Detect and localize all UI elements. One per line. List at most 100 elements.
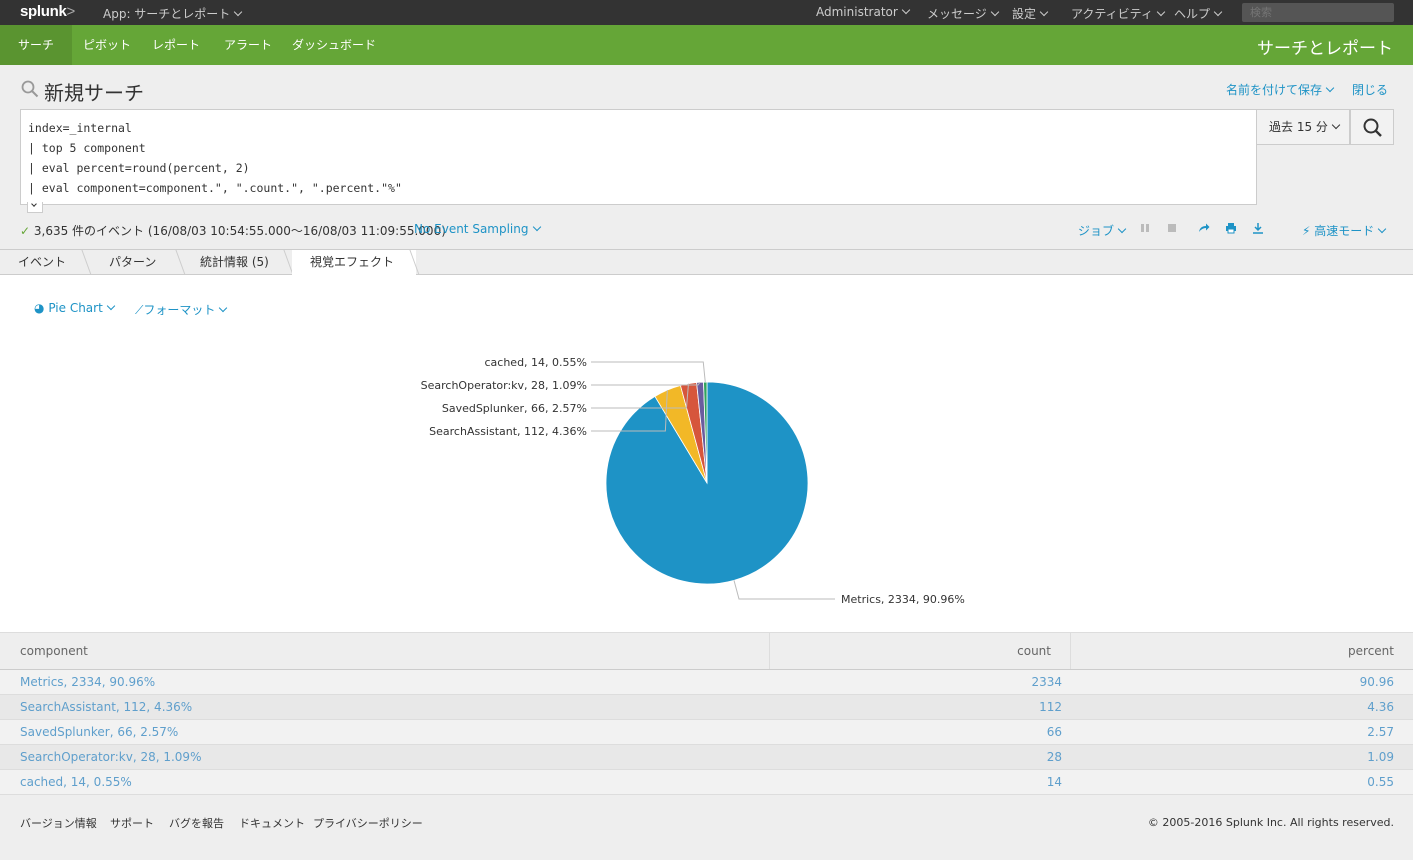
chevron-down-icon — [532, 222, 541, 232]
chart-type-menu[interactable]: ◕ Pie Chart — [34, 301, 116, 315]
page-title: 新規サーチ — [44, 81, 144, 105]
tab-statistics[interactable]: 統計情報 (5) — [200, 255, 269, 269]
pie-label: Metrics, 2334, 90.96% — [841, 593, 965, 606]
chevron-down-icon — [990, 7, 1000, 17]
cell-component[interactable]: SearchAssistant, 112, 4.36% — [20, 700, 193, 714]
tab-visualization[interactable]: 視覚エフェクト — [292, 250, 416, 276]
column-header-percent[interactable]: percent — [1348, 644, 1394, 658]
settings-menu[interactable]: 設定 — [1012, 5, 1049, 22]
export-icon[interactable] — [1252, 222, 1264, 237]
footer: バージョン情報 サポート バグを報告 ドキュメント プライバシーポリシー © 2… — [0, 795, 1413, 860]
footer-link-support[interactable]: サポート — [110, 817, 154, 830]
format-menu[interactable]: ⟋フォーマット — [135, 301, 228, 318]
pie-leader-line — [591, 390, 668, 432]
cell-count[interactable]: 112 — [1039, 700, 1062, 714]
print-icon[interactable] — [1225, 222, 1237, 237]
pie-leader-line — [733, 580, 835, 600]
chevron-down-icon — [1117, 224, 1127, 234]
cell-percent[interactable]: 90.96 — [1359, 675, 1394, 689]
cell-percent[interactable]: 2.57 — [1367, 725, 1394, 739]
splunk-logo[interactable]: splunk> — [20, 3, 76, 20]
table-header: component count percent — [0, 632, 1413, 670]
chevron-down-icon — [1378, 224, 1387, 234]
search-icon — [1363, 118, 1382, 137]
app-title: サーチとレポート — [1257, 39, 1393, 59]
stop-icon[interactable] — [1167, 222, 1177, 236]
column-divider — [769, 633, 770, 669]
nav-pivot[interactable]: ピボット — [83, 38, 132, 52]
cell-count[interactable]: 66 — [1046, 725, 1062, 739]
chevron-down-icon — [1325, 83, 1335, 93]
user-menu[interactable]: Administrator — [816, 5, 911, 19]
pie-leader-line — [591, 381, 701, 386]
pie-slice-cached[interactable] — [703, 381, 708, 484]
table-row: SearchAssistant, 112, 4.36% 112 4.36 — [0, 695, 1413, 720]
top-bar: splunk> App: サーチとレポート Administrator メッセー… — [0, 0, 1413, 25]
close-link[interactable]: 閉じる — [1352, 83, 1389, 97]
tab-patterns[interactable]: パターン — [109, 255, 157, 269]
nav-alerts[interactable]: アラート — [224, 38, 273, 52]
column-header-component[interactable]: component — [20, 644, 88, 658]
global-search-input[interactable] — [1242, 3, 1394, 22]
pie-chart-icon: ◕ — [34, 301, 45, 315]
check-icon: ✓ — [20, 224, 31, 238]
copyright: © 2005-2016 Splunk Inc. All rights reser… — [1147, 816, 1394, 829]
cell-count[interactable]: 28 — [1046, 750, 1062, 764]
event-sampling-menu[interactable]: No Event Sampling — [414, 222, 541, 236]
pie-label: SearchAssistant, 112, 4.36% — [429, 425, 587, 438]
event-count-status: ✓ 3,635 件のイベント (16/08/03 10:54:55.000〜16… — [20, 224, 446, 238]
tab-events[interactable]: イベント — [18, 255, 67, 269]
help-menu[interactable]: ヘルプ — [1174, 5, 1223, 22]
table-row: SearchOperator:kv, 28, 1.09% 28 1.09 — [0, 745, 1413, 770]
job-menu[interactable]: ジョブ — [1078, 222, 1127, 239]
search-button[interactable] — [1350, 109, 1394, 145]
column-header-count[interactable]: count — [1017, 644, 1051, 658]
nav-dashboards[interactable]: ダッシュボード — [292, 38, 377, 52]
nav-reports[interactable]: レポート — [152, 38, 201, 52]
results-table: component count percent Metrics, 2334, 9… — [0, 632, 1413, 795]
save-as-menu[interactable]: 名前を付けて保存 — [1226, 81, 1335, 98]
messages-menu[interactable]: メッセージ — [927, 5, 1000, 22]
share-icon[interactable] — [1198, 222, 1210, 237]
cell-count[interactable]: 2334 — [1031, 675, 1062, 689]
chevron-down-icon — [1156, 7, 1166, 17]
footer-link-bug[interactable]: バグを報告 — [169, 817, 224, 830]
time-range-picker[interactable]: 過去 15 分 — [1257, 109, 1350, 145]
cell-component[interactable]: SavedSplunker, 66, 2.57% — [20, 725, 179, 739]
cell-component[interactable]: Metrics, 2334, 90.96% — [20, 675, 156, 689]
app-menu[interactable]: App: サーチとレポート — [103, 5, 243, 22]
nav-search[interactable]: サーチ — [0, 25, 73, 65]
activity-menu[interactable]: アクティビティ — [1071, 5, 1166, 22]
cell-percent[interactable]: 0.55 — [1367, 775, 1394, 789]
lightning-icon: ⚡ — [1302, 224, 1311, 238]
pie-leader-line — [591, 383, 689, 409]
footer-link-privacy[interactable]: プライバシーポリシー — [313, 817, 423, 830]
cell-component[interactable]: SearchOperator:kv, 28, 1.09% — [20, 750, 202, 764]
query-line: | top 5 component — [28, 141, 146, 155]
footer-link-docs[interactable]: ドキュメント — [239, 817, 305, 830]
chevron-down-icon — [901, 5, 911, 15]
footer-link-about[interactable]: バージョン情報 — [20, 817, 97, 830]
chevron-down-icon — [1331, 120, 1341, 130]
chevron-down-icon — [234, 7, 243, 17]
query-line: | eval component=component.", ".count.",… — [28, 181, 402, 195]
cell-component[interactable]: cached, 14, 0.55% — [20, 775, 132, 789]
pause-icon[interactable] — [1140, 222, 1150, 236]
cell-count[interactable]: 14 — [1046, 775, 1062, 789]
query-line: index=_internal — [28, 121, 132, 135]
chevron-down-icon — [31, 201, 37, 207]
cell-percent[interactable]: 1.09 — [1367, 750, 1394, 764]
search-query-editor[interactable]: index=_internal | top 5 component | eval… — [20, 109, 1257, 205]
pie-label: SearchOperator:kv, 28, 1.09% — [421, 379, 587, 392]
app-nav-bar: サーチ ピボット レポート アラート ダッシュボード サーチとレポート — [0, 25, 1413, 65]
results-tabs: イベント パターン 統計情報 (5) 視覚エフェクト — [0, 249, 1413, 276]
search-mode-menu[interactable]: ⚡ 高速モード — [1302, 222, 1387, 239]
visualization-panel: ◕ Pie Chart ⟋フォーマット Metrics, 2334, 90.96… — [0, 275, 1413, 632]
pie-label: cached, 14, 0.55% — [485, 356, 588, 369]
search-icon — [21, 80, 39, 98]
expand-editor-handle[interactable] — [27, 201, 43, 213]
chevron-down-icon — [1213, 7, 1223, 17]
cell-percent[interactable]: 4.36 — [1367, 700, 1394, 714]
table-row: Metrics, 2334, 90.96% 2334 90.96 — [0, 670, 1413, 695]
table-row: cached, 14, 0.55% 14 0.55 — [0, 770, 1413, 795]
